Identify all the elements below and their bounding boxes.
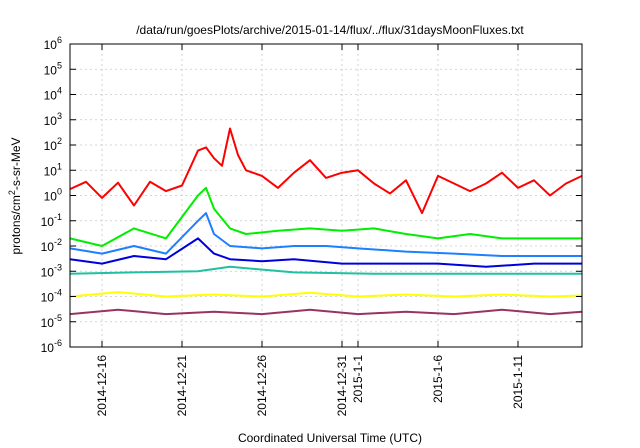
series-line — [69, 291, 583, 298]
series-line — [69, 127, 583, 215]
series-line — [69, 212, 582, 257]
y-tick-label: 101 — [44, 161, 62, 178]
x-tick-label: 2014-12-16 — [95, 355, 109, 417]
x-axis-label: Coordinated Universal Time (UTC) — [238, 431, 422, 445]
y-tick-label: 10-3 — [41, 262, 62, 279]
x-tick-label: 2015-1-1 — [351, 355, 365, 403]
y-axis-label: protons/cm2-s-sr-MeV — [7, 137, 23, 254]
x-tick-label: 2015-1-11 — [511, 355, 525, 409]
y-tick-label: 10-4 — [41, 288, 62, 305]
series-group — [69, 127, 583, 316]
series-line — [69, 308, 583, 316]
x-tick-label: 2014-12-26 — [255, 355, 269, 417]
y-tick-label: 103 — [44, 111, 62, 128]
y-axis: 10-6 10-5 10-4 10-3 10-2 10-1 100 101 102 103 104 1… — [41, 35, 582, 355]
y-tick-label: 10-1 — [41, 212, 62, 229]
y-tick-label: 105 — [44, 60, 62, 77]
y-tick-label: 10-6 — [41, 338, 62, 355]
y-tick-label: 106 — [44, 35, 62, 52]
series-line — [69, 265, 582, 275]
series-line — [69, 186, 582, 247]
x-axis: 2014-12-16 2014-12-21 2014-12-26 2014-12-31… — [95, 44, 525, 416]
x-tick-label: 2014-12-31 — [335, 355, 349, 417]
y-tick-label: 104 — [44, 86, 62, 103]
x-tick-label: 2015-1-6 — [431, 355, 445, 403]
y-tick-label: 10-5 — [41, 313, 62, 330]
x-tick-label: 2014-12-21 — [175, 355, 189, 417]
y-tick-label: 100 — [44, 187, 62, 204]
y-tick-label: 10-2 — [41, 237, 62, 254]
series-line — [69, 237, 582, 268]
chart-title: /data/run/goesPlots/archive/2015-01-14/f… — [136, 23, 524, 37]
y-tick-label: 102 — [44, 136, 62, 153]
